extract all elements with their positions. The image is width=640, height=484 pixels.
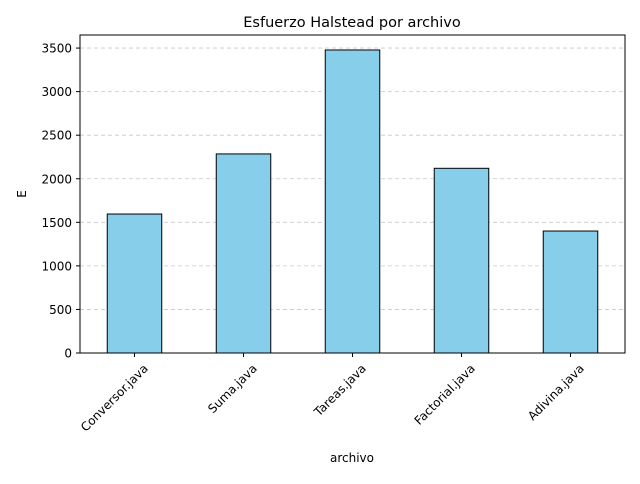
y-tick-label: 0 (64, 347, 72, 361)
x-tick-label: Conversor.java (78, 361, 151, 434)
chart-title: Esfuerzo Halstead por archivo (243, 15, 461, 31)
y-tick-label: 2000 (41, 172, 72, 186)
y-tick-label: 2500 (41, 129, 72, 143)
y-axis-label: E (15, 190, 29, 198)
y-axis: 0 500 1000 1500 2000 2500 3000 3500 (41, 42, 80, 361)
bar (215, 153, 272, 354)
x-tick-label: Tareas.java (311, 361, 369, 419)
bar (542, 230, 599, 354)
y-tick-label: 1000 (41, 259, 72, 273)
x-axis-label: archivo (330, 451, 374, 465)
y-tick-label: 3000 (41, 85, 72, 99)
bar (106, 213, 163, 354)
x-tick-label: Factorial.java (412, 361, 478, 427)
bar (433, 167, 490, 354)
bars (106, 49, 599, 354)
y-tick-label: 500 (49, 303, 72, 317)
x-axis: Conversor.java Suma.java Tareas.java Factor… (78, 353, 587, 434)
x-tick-label: Adivina.java (525, 361, 587, 423)
x-tick-label: Suma.java (205, 361, 260, 416)
y-tick-label: 1500 (41, 216, 72, 230)
bar (324, 49, 381, 354)
y-tick-label: 3500 (41, 42, 72, 56)
